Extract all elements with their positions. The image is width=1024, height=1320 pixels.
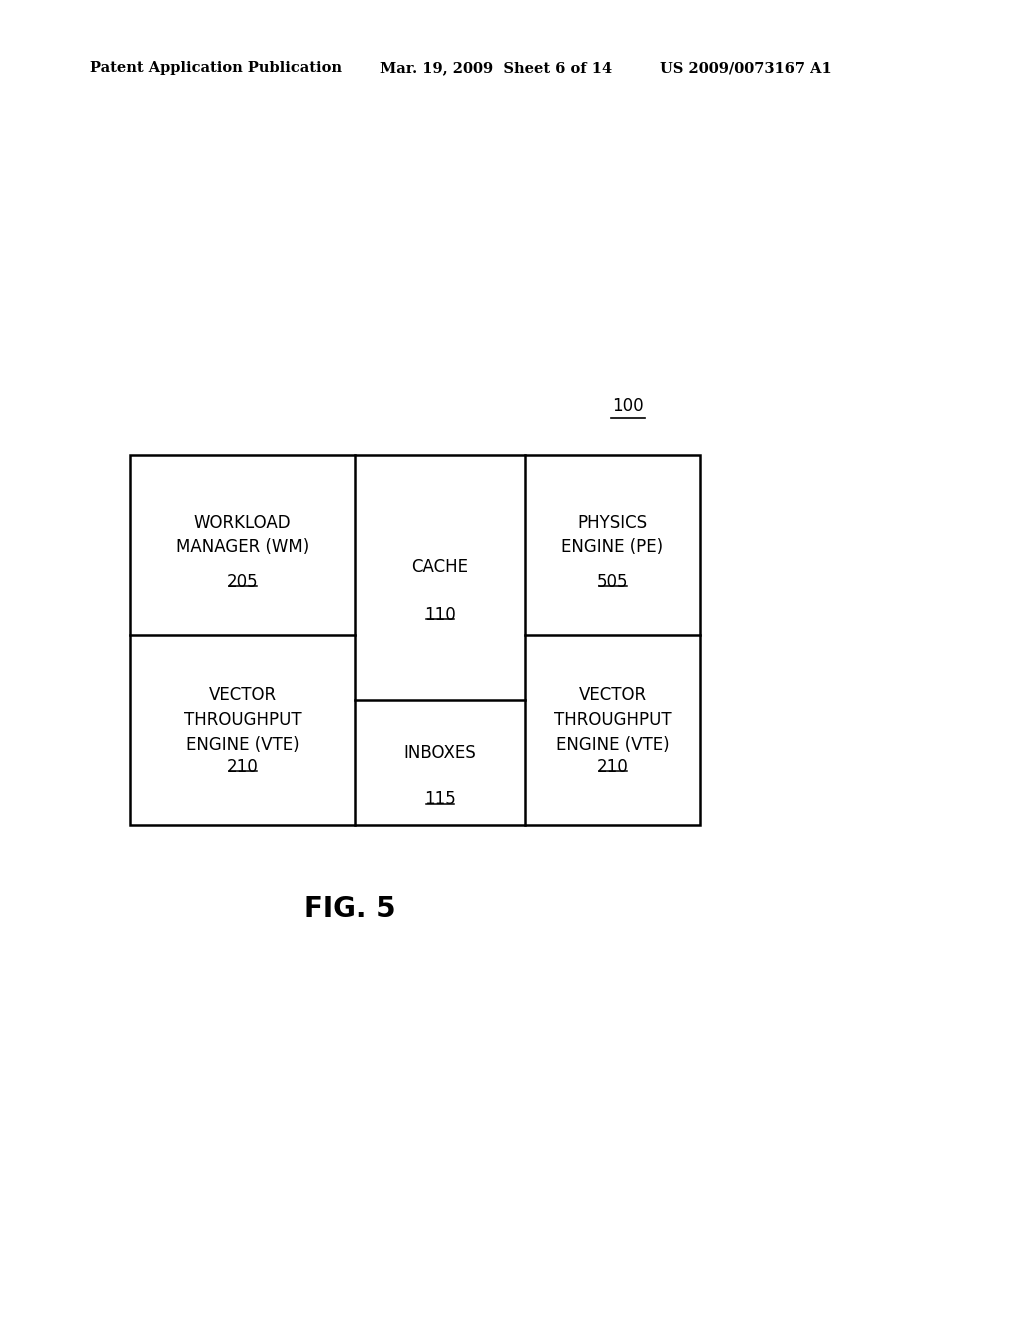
Text: 210: 210: [226, 758, 258, 776]
Text: Mar. 19, 2009  Sheet 6 of 14: Mar. 19, 2009 Sheet 6 of 14: [380, 61, 612, 75]
Text: 100: 100: [612, 397, 644, 414]
Text: 110: 110: [424, 606, 456, 623]
Text: PHYSICS
ENGINE (PE): PHYSICS ENGINE (PE): [561, 513, 664, 557]
Text: 115: 115: [424, 791, 456, 808]
Text: CACHE: CACHE: [412, 558, 469, 577]
Text: US 2009/0073167 A1: US 2009/0073167 A1: [660, 61, 831, 75]
Text: Patent Application Publication: Patent Application Publication: [90, 61, 342, 75]
Text: 205: 205: [226, 573, 258, 591]
Text: 505: 505: [597, 573, 629, 591]
Text: FIG. 5: FIG. 5: [304, 895, 396, 923]
Text: 210: 210: [597, 758, 629, 776]
Text: INBOXES: INBOXES: [403, 743, 476, 762]
Bar: [130, 455, 700, 825]
Text: WORKLOAD
MANAGER (WM): WORKLOAD MANAGER (WM): [176, 513, 309, 557]
Text: VECTOR
THROUGHPUT
ENGINE (VTE): VECTOR THROUGHPUT ENGINE (VTE): [183, 686, 301, 754]
Text: VECTOR
THROUGHPUT
ENGINE (VTE): VECTOR THROUGHPUT ENGINE (VTE): [554, 686, 672, 754]
